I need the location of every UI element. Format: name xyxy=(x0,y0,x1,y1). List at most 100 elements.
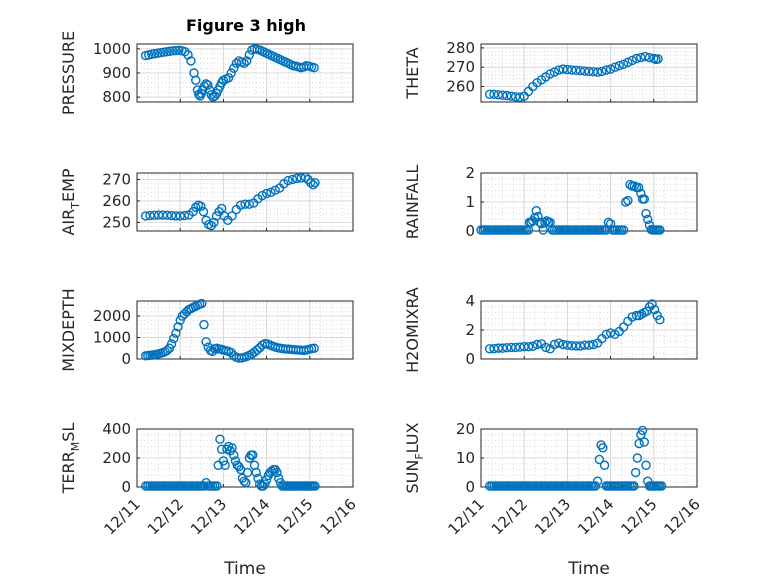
data-point xyxy=(261,475,272,485)
data-point xyxy=(605,219,616,229)
ylabel: TERRMSL xyxy=(59,423,82,495)
data-point xyxy=(523,341,534,352)
subplot-air_temp: 250 260 270 AIRTEMP xyxy=(59,168,354,236)
data-point xyxy=(229,450,239,460)
data-point xyxy=(588,339,599,350)
y-tick-label: 400 xyxy=(102,420,131,438)
y-tick-label: 2000 xyxy=(93,307,131,325)
data-point xyxy=(300,172,311,182)
data-point xyxy=(244,50,255,60)
ylabel: SUNFLUX xyxy=(403,422,426,493)
data-point xyxy=(310,177,320,188)
data-point xyxy=(215,434,225,444)
data-point xyxy=(292,173,302,184)
data-point xyxy=(197,298,207,309)
data-point xyxy=(558,339,568,350)
y-tick-label: 260 xyxy=(446,78,475,96)
data-point xyxy=(272,467,282,478)
data-point xyxy=(533,211,543,222)
data-point xyxy=(649,305,660,315)
data-point xyxy=(601,65,611,75)
y-tick-label: 260 xyxy=(102,192,131,210)
data-point xyxy=(621,197,631,207)
data-point xyxy=(497,90,508,100)
data-point xyxy=(597,66,607,77)
data-point xyxy=(169,333,179,344)
ylabel: H2OMIXRA xyxy=(403,287,422,373)
data-point xyxy=(175,211,185,221)
data-point xyxy=(584,340,594,350)
x-tick-label: 12/12 xyxy=(488,495,531,538)
data-point xyxy=(644,52,655,63)
x-tick-label: 12/14 xyxy=(574,495,617,538)
data-point xyxy=(196,201,206,211)
data-point xyxy=(244,199,255,209)
data-point xyxy=(545,69,555,79)
data-point xyxy=(598,443,608,453)
data-point xyxy=(273,473,284,483)
data-point xyxy=(166,339,177,349)
data-point xyxy=(198,206,209,217)
data-point xyxy=(639,437,649,447)
data-point xyxy=(562,64,573,75)
data-point xyxy=(575,65,586,76)
y-tick-label: 4 xyxy=(465,292,475,310)
data-point xyxy=(629,181,640,191)
data-point xyxy=(283,175,293,186)
data-point xyxy=(502,90,512,101)
data-point xyxy=(618,225,629,235)
data-point xyxy=(226,68,236,78)
data-point xyxy=(584,66,594,77)
data-point xyxy=(655,225,665,235)
y-tick-label: 20 xyxy=(456,420,475,438)
axes-box xyxy=(480,43,698,103)
data-point xyxy=(623,195,633,206)
data-point xyxy=(594,454,605,465)
data-point xyxy=(599,460,610,470)
x-tick-label: 12/15 xyxy=(273,495,316,538)
subplot-pressure: 800 900 1000 PRESSURE xyxy=(59,31,354,115)
data-point xyxy=(632,453,643,463)
y-tick-label: 250 xyxy=(102,213,131,231)
data-point xyxy=(627,55,637,66)
data-point xyxy=(239,58,249,69)
y-tick-label: 0 xyxy=(121,478,131,496)
data-point xyxy=(532,339,542,350)
xlabel: Time xyxy=(567,559,610,579)
data-point xyxy=(229,63,239,73)
data-point xyxy=(173,322,183,332)
y-tick-label: 270 xyxy=(446,58,475,76)
subplot-terr_msl: 12/11 12/12 12/13 12/14 12/15 12/16 0 200 400 TER… xyxy=(59,420,360,579)
axes-box xyxy=(480,300,698,360)
data-point xyxy=(639,194,649,204)
data-point xyxy=(270,185,280,195)
data-point xyxy=(248,450,258,460)
subplot-mixdepth: 0 1000 2000 MIXDEPTH xyxy=(59,288,354,372)
y-tick-label: 200 xyxy=(102,449,131,467)
data-point xyxy=(493,90,503,100)
data-point xyxy=(558,64,568,74)
data-point xyxy=(191,75,201,85)
data-point xyxy=(191,202,201,213)
data-point xyxy=(203,80,213,90)
ylabel: RAINFALL xyxy=(403,165,422,240)
data-point xyxy=(643,214,653,225)
data-point xyxy=(592,476,603,486)
data-point xyxy=(592,67,603,77)
y-tick-label: 0 xyxy=(465,350,475,368)
data-point xyxy=(655,315,665,325)
data-point xyxy=(257,190,267,201)
data-point xyxy=(235,200,246,210)
data-point xyxy=(631,310,642,321)
data-point xyxy=(627,312,637,322)
data-point xyxy=(641,460,651,470)
data-point xyxy=(618,59,629,70)
data-point xyxy=(186,56,196,66)
data-point xyxy=(168,46,178,56)
data-point xyxy=(549,67,560,77)
y-tick-label: 2 xyxy=(465,321,475,339)
data-point xyxy=(528,341,538,351)
axes-box xyxy=(136,172,354,232)
y-tick-label: 270 xyxy=(102,170,131,188)
y-tick-label: 800 xyxy=(102,88,131,106)
